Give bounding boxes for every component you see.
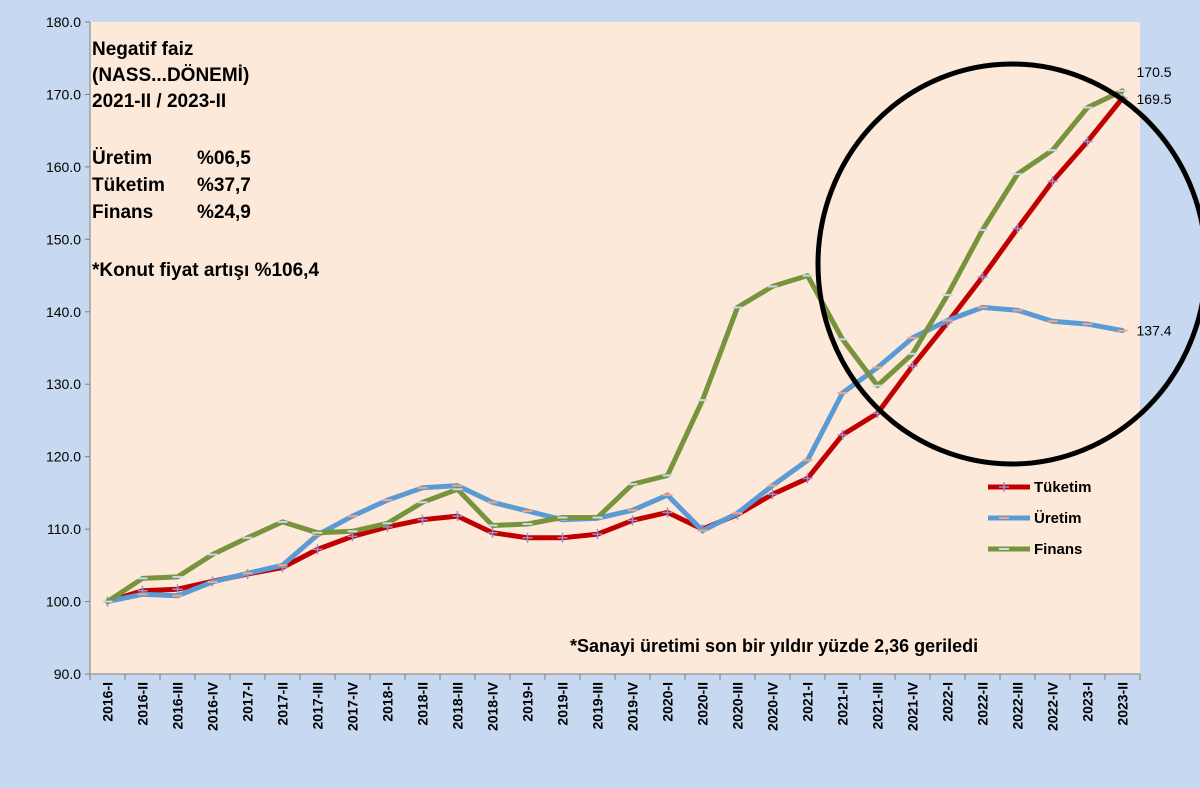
x-tick-label: 2018-I bbox=[380, 682, 396, 722]
data-point-tuketim bbox=[172, 584, 183, 595]
x-tick-label: 2018-II bbox=[415, 682, 431, 726]
series-uretim bbox=[102, 304, 1128, 605]
x-tick-label: 2019-III bbox=[590, 682, 606, 729]
annotation-block: Negatif faiz (NASS...DÖNEMİ) 2021-II / 2… bbox=[92, 39, 978, 656]
legend-label-tuketim: Tüketim bbox=[1034, 479, 1092, 496]
y-tick-label: 110.0 bbox=[47, 521, 81, 537]
x-tick-label: 2021-II bbox=[835, 682, 851, 726]
x-tick-label: 2020-IV bbox=[765, 681, 781, 731]
x-tick-label: 2020-I bbox=[660, 682, 676, 722]
x-tick-label: 2022-II bbox=[975, 682, 991, 726]
data-point-tuketim bbox=[452, 511, 463, 522]
end-label-uretim: 137.4 bbox=[1137, 323, 1172, 339]
y-tick-label: 170.0 bbox=[46, 86, 81, 102]
note-tuketim-value: %37,7 bbox=[197, 175, 251, 196]
x-tick-label: 2020-III bbox=[730, 682, 746, 729]
x-tick-label: 2017-II bbox=[275, 682, 291, 726]
data-point-tuketim bbox=[662, 507, 673, 518]
y-tick-label: 90.0 bbox=[54, 666, 81, 682]
series-line-finans bbox=[105, 88, 1125, 605]
x-tick-label: 2017-IV bbox=[345, 681, 361, 731]
x-tick-label: 2018-IV bbox=[485, 681, 501, 731]
legend-item-tuketim: Tüketim bbox=[988, 479, 1092, 496]
x-tick-label: 2017-III bbox=[310, 682, 326, 729]
data-point-tuketim bbox=[837, 429, 848, 440]
data-point-tuketim bbox=[1082, 136, 1093, 147]
series-line-uretim bbox=[105, 304, 1125, 605]
data-point-tuketim bbox=[627, 515, 638, 526]
legend-item-finans: Finans bbox=[988, 541, 1082, 558]
x-tick-label: 2019-IV bbox=[625, 681, 641, 731]
highlight-circle bbox=[815, 61, 1200, 467]
x-tick-label: 2017-I bbox=[240, 682, 256, 722]
note-title-line3: 2021-II / 2023-II bbox=[92, 91, 226, 112]
x-tick-label: 2021-III bbox=[870, 682, 886, 729]
note-sanayi: *Sanayi üretimi son bir yıldır yüzde 2,3… bbox=[570, 636, 978, 656]
y-tick-label: 150.0 bbox=[46, 231, 81, 247]
x-tick-label: 2022-I bbox=[940, 682, 956, 722]
data-point-tuketim bbox=[1047, 176, 1058, 187]
data-point-tuketim bbox=[907, 361, 918, 372]
x-tick-label: 2019-II bbox=[555, 682, 571, 726]
data-point-tuketim bbox=[312, 544, 323, 555]
y-tick-label: 140.0 bbox=[46, 304, 81, 320]
x-tick-label: 2022-IV bbox=[1045, 681, 1061, 731]
x-tick-label: 2021-IV bbox=[905, 681, 921, 731]
y-tick-label: 130.0 bbox=[46, 376, 81, 392]
x-tick-label: 2021-I bbox=[800, 682, 816, 722]
note-title-line1: Negatif faiz bbox=[92, 39, 193, 60]
data-point-tuketim bbox=[1012, 223, 1023, 234]
data-point-tuketim bbox=[977, 272, 988, 283]
note-tuketim-label: Tüketim bbox=[92, 175, 165, 196]
x-tick-label: 2020-II bbox=[695, 682, 711, 726]
y-tick-label: 100.0 bbox=[46, 594, 81, 610]
x-tick-labels: 2016-I 2016-II 2016-III 2016-IV 2017-I 2017-I… bbox=[89, 674, 1141, 731]
x-tick-label: 2018-III bbox=[450, 682, 466, 729]
x-tick-label: 2022-III bbox=[1010, 682, 1026, 729]
data-point-tuketim bbox=[802, 473, 813, 484]
legend-label-finans: Finans bbox=[1034, 541, 1082, 558]
series-finans bbox=[102, 88, 1128, 605]
y-tick-label: 160.0 bbox=[46, 159, 81, 175]
data-point-tuketim bbox=[557, 532, 568, 543]
legend-label-uretim: Üretim bbox=[1034, 510, 1082, 527]
x-tick-label: 2023-I bbox=[1080, 682, 1096, 722]
x-tick-label: 2016-I bbox=[100, 682, 116, 722]
note-finans-label: Finans bbox=[92, 202, 153, 223]
x-tick-label: 2016-III bbox=[170, 682, 186, 729]
x-tick-label: 2016-IV bbox=[205, 681, 221, 731]
data-point-tuketim bbox=[487, 527, 498, 538]
y-tick-label: 120.0 bbox=[46, 449, 81, 465]
x-tick-label: 2019-I bbox=[520, 682, 536, 722]
data-point-tuketim bbox=[592, 529, 603, 540]
y-tick-labels: 90.0 100.0 110.0 120.0 130.0 140.0 150.0 160.0 1… bbox=[46, 14, 90, 682]
note-finans-value: %24,9 bbox=[197, 202, 251, 223]
data-point-tuketim bbox=[767, 489, 778, 500]
plot-area bbox=[90, 22, 1140, 674]
y-tick-label: 180.0 bbox=[46, 14, 81, 30]
series-lines bbox=[102, 88, 1128, 607]
note-uretim-value: %06,5 bbox=[197, 148, 251, 169]
note-uretim-label: Üretim bbox=[92, 148, 152, 169]
x-tick-label: 2023-II bbox=[1115, 682, 1131, 726]
data-point-tuketim bbox=[417, 514, 428, 525]
legend: Tüketim Üretim Finans bbox=[988, 479, 1092, 558]
note-title-line2: (NASS...DÖNEMİ) bbox=[92, 65, 249, 86]
note-konut: *Konut fiyat artışı %106,4 bbox=[92, 260, 319, 281]
x-tick-label: 2016-II bbox=[135, 682, 151, 726]
end-label-tuketim: 169.5 bbox=[1137, 91, 1172, 107]
end-value-labels: 170.5 169.5 137.4 bbox=[1137, 64, 1172, 339]
data-point-tuketim bbox=[522, 532, 533, 543]
legend-item-uretim: Üretim bbox=[988, 510, 1082, 527]
end-label-finans: 170.5 bbox=[1137, 64, 1172, 80]
